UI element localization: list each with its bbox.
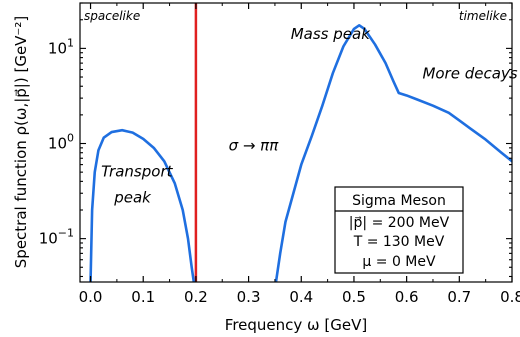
legend-line-2: |p⃗| = 200 MeV — [349, 215, 450, 231]
x-tick-labels: 0.0 0.1 0.2 0.3 0.4 0.5 0.6 0.7 0.8 — [79, 288, 520, 306]
x-tick-label: 0.3 — [237, 288, 261, 306]
x-tick-label: 0.2 — [184, 288, 208, 306]
y-tick-labels: 10−1 100 101 — [39, 36, 74, 247]
spacelike-label: spacelike — [84, 9, 140, 23]
annotation-1: Mass peak — [291, 25, 371, 43]
x-tick-label: 0.8 — [500, 288, 520, 306]
x-axis-ticks — [89, 3, 513, 282]
annotations: Mass peak More decays Transport peak σ → ππ — [101, 25, 518, 206]
timelike-label: timelike — [459, 9, 507, 23]
x-tick-label: 0.0 — [79, 288, 103, 306]
curve-segment-2 — [274, 23, 512, 282]
legend-box: Sigma Meson |p⃗| = 200 MeV T = 130 MeV μ… — [334, 186, 464, 274]
x-tick-label: 0.5 — [342, 288, 366, 306]
annotation-5: σ → ππ — [229, 137, 280, 155]
legend-line-1: Sigma Meson — [352, 193, 446, 209]
y-tick-label: 101 — [48, 36, 74, 57]
y-axis-ticks — [80, 2, 512, 278]
x-tick-label: 0.1 — [131, 288, 155, 306]
annotation-2: More decays — [422, 65, 517, 83]
y-tick-label: 100 — [48, 132, 74, 153]
spectral-curves — [89, 23, 512, 282]
y-axis-title: Spectral function ρ(ω,|p⃗|) [GeV⁻²] — [12, 16, 30, 268]
x-axis-title: Frequency ω [GeV] — [225, 316, 367, 334]
x-tick-label: 0.6 — [395, 288, 419, 306]
annotation-3: Transport — [101, 162, 174, 180]
plot-frame — [79, 2, 513, 283]
legend-line-4: μ = 0 MeV — [362, 254, 436, 270]
x-tick-label: 0.4 — [289, 288, 313, 306]
x-tick-label: 0.7 — [447, 288, 471, 306]
legend-line-3: T = 130 MeV — [353, 234, 445, 250]
annotation-4: peak — [113, 188, 152, 206]
curve-segment-1 — [89, 128, 196, 282]
y-tick-label: 10−1 — [39, 227, 74, 248]
